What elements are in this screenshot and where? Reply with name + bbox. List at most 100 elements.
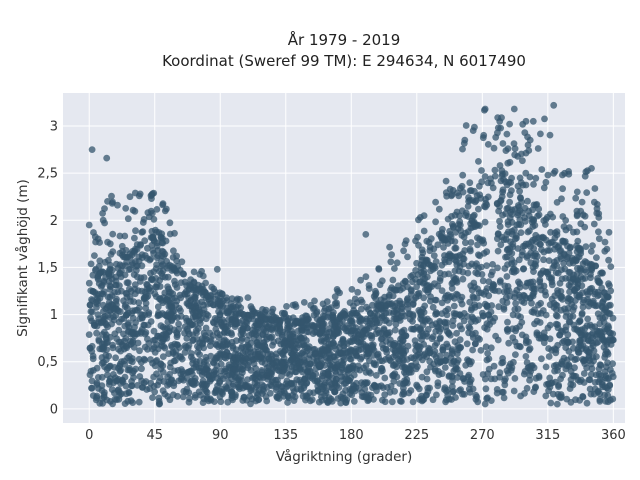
data-point bbox=[496, 162, 504, 169]
data-point bbox=[85, 279, 93, 287]
data-point bbox=[500, 236, 508, 244]
data-point bbox=[122, 334, 130, 342]
data-point bbox=[441, 271, 448, 278]
data-point bbox=[276, 327, 284, 335]
data-point bbox=[474, 316, 482, 324]
data-point bbox=[379, 396, 386, 404]
data-point bbox=[183, 325, 191, 333]
data-point bbox=[210, 285, 218, 293]
data-point bbox=[188, 377, 196, 384]
data-point bbox=[342, 386, 349, 394]
data-point bbox=[589, 242, 596, 250]
data-point bbox=[429, 303, 437, 311]
data-point bbox=[93, 379, 101, 387]
data-point bbox=[243, 319, 251, 326]
data-point bbox=[476, 235, 484, 243]
data-point bbox=[153, 206, 161, 213]
data-point bbox=[421, 302, 429, 310]
data-point bbox=[570, 303, 578, 311]
data-point bbox=[398, 312, 405, 320]
data-point bbox=[303, 312, 311, 320]
data-point bbox=[236, 383, 243, 391]
data-point bbox=[149, 359, 157, 367]
data-point bbox=[431, 296, 439, 304]
data-point bbox=[396, 297, 403, 305]
data-point bbox=[372, 330, 380, 338]
data-point bbox=[499, 355, 506, 362]
data-point bbox=[289, 385, 297, 392]
data-point bbox=[230, 305, 238, 313]
data-point bbox=[556, 331, 563, 339]
data-point bbox=[404, 253, 411, 261]
data-point bbox=[382, 346, 390, 353]
data-point bbox=[242, 381, 249, 389]
data-point bbox=[367, 369, 374, 377]
data-point bbox=[542, 363, 550, 371]
x-tick-label: 360 bbox=[601, 428, 626, 443]
data-point bbox=[151, 388, 159, 396]
data-point bbox=[456, 322, 464, 330]
data-point bbox=[238, 328, 246, 336]
data-point bbox=[383, 330, 390, 337]
data-point bbox=[543, 268, 550, 276]
data-point bbox=[525, 346, 533, 354]
data-point bbox=[469, 334, 477, 341]
data-point bbox=[425, 286, 433, 294]
data-point bbox=[148, 345, 156, 353]
data-point bbox=[390, 310, 397, 317]
data-point bbox=[393, 259, 401, 267]
data-point bbox=[466, 245, 474, 253]
data-point bbox=[130, 298, 138, 305]
data-point bbox=[244, 294, 252, 301]
data-point bbox=[123, 293, 131, 301]
data-point bbox=[325, 370, 332, 377]
data-point bbox=[190, 268, 198, 276]
data-point bbox=[198, 282, 206, 290]
data-point bbox=[583, 189, 591, 197]
data-point bbox=[149, 394, 156, 401]
data-point bbox=[459, 171, 467, 179]
data-point bbox=[481, 173, 489, 180]
data-point bbox=[442, 357, 449, 365]
data-point bbox=[354, 288, 362, 296]
data-point bbox=[549, 213, 557, 221]
data-point bbox=[261, 342, 268, 349]
data-point bbox=[391, 265, 398, 272]
data-point bbox=[283, 383, 291, 391]
data-point bbox=[98, 359, 106, 367]
data-point bbox=[436, 277, 444, 285]
data-point bbox=[379, 384, 387, 391]
data-point bbox=[198, 381, 206, 389]
data-point bbox=[452, 244, 460, 252]
data-point bbox=[154, 303, 162, 311]
data-point bbox=[467, 239, 475, 246]
data-point bbox=[581, 324, 589, 332]
data-point bbox=[193, 336, 201, 343]
data-point bbox=[148, 234, 156, 242]
data-point bbox=[484, 370, 492, 377]
data-point bbox=[206, 342, 214, 350]
data-point bbox=[338, 358, 345, 365]
data-point bbox=[358, 354, 366, 361]
data-point bbox=[174, 367, 182, 374]
data-point bbox=[212, 354, 220, 362]
data-point bbox=[537, 130, 544, 138]
data-point bbox=[220, 351, 228, 358]
data-point bbox=[211, 389, 219, 397]
data-point bbox=[471, 187, 478, 195]
data-point bbox=[517, 392, 524, 400]
data-point bbox=[212, 340, 220, 348]
data-point bbox=[487, 344, 495, 352]
data-point bbox=[599, 269, 606, 277]
data-point bbox=[165, 292, 173, 300]
data-point bbox=[499, 140, 507, 147]
data-point bbox=[465, 323, 473, 331]
data-point bbox=[494, 336, 502, 344]
data-point bbox=[456, 336, 464, 344]
data-point bbox=[546, 321, 554, 329]
data-point bbox=[401, 277, 409, 285]
data-point bbox=[536, 319, 544, 326]
data-point bbox=[458, 207, 466, 215]
data-point bbox=[455, 192, 463, 200]
x-tick-label: 180 bbox=[339, 428, 364, 443]
